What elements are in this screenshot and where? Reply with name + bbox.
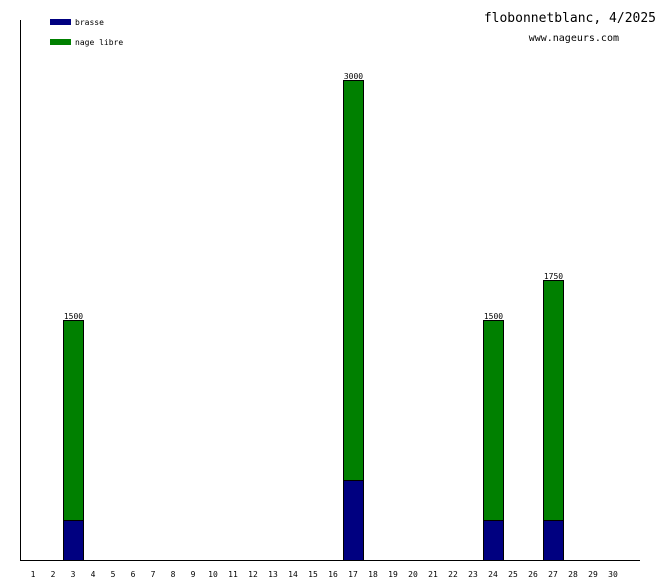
x-tick-label-2: 2	[51, 570, 56, 579]
bar-nage-libre-17	[343, 80, 364, 481]
bar-nage-libre-27	[543, 280, 564, 521]
x-tick-labels: 1 2 3 4 5 6 7 8 9 10 11 12 13 14 15 16 17 18 19 20 21 22 23 24 2…	[31, 570, 618, 579]
x-tick-label-7: 7	[151, 570, 156, 579]
x-tick-label-21: 21	[428, 570, 438, 579]
bar-brasse-27	[543, 520, 564, 561]
x-tick-label-29: 29	[588, 570, 598, 579]
x-tick-label-13: 13	[268, 570, 278, 579]
x-tick-label-23: 23	[468, 570, 478, 579]
bar-brasse-17	[343, 480, 364, 561]
x-tick-label-28: 28	[568, 570, 578, 579]
x-tick-label-11: 11	[228, 570, 238, 579]
x-tick-label-8: 8	[171, 570, 176, 579]
legend-label-nage-libre: nage libre	[75, 38, 123, 47]
bar-nage-libre-3	[63, 320, 84, 521]
legend-label-brasse: brasse	[75, 18, 104, 27]
legend: brasse nage libre	[50, 18, 123, 47]
value-label-17: 3000	[344, 72, 363, 81]
value-labels: 1500 3000 1500 1750	[64, 72, 563, 321]
x-tick-label-24: 24	[488, 570, 498, 579]
axes	[20, 20, 640, 561]
bar-brasse-3	[63, 520, 84, 561]
chart-subtitle: www.nageurs.com	[529, 33, 619, 44]
x-tick-label-9: 9	[191, 570, 196, 579]
x-tick-label-27: 27	[548, 570, 558, 579]
x-tick-label-15: 15	[308, 570, 318, 579]
value-label-24: 1500	[484, 312, 503, 321]
bar-brasse-24	[483, 520, 504, 561]
x-tick-label-12: 12	[248, 570, 258, 579]
legend-swatch-brasse	[50, 19, 71, 25]
x-tick-label-3: 3	[71, 570, 76, 579]
value-label-3: 1500	[64, 312, 83, 321]
x-tick-label-19: 19	[388, 570, 398, 579]
x-tick-label-1: 1	[31, 570, 36, 579]
x-tick-label-5: 5	[111, 570, 116, 579]
bars	[63, 80, 564, 561]
x-tick-label-4: 4	[91, 570, 96, 579]
x-tick-label-6: 6	[131, 570, 136, 579]
x-tick-label-10: 10	[208, 570, 218, 579]
value-label-27: 1750	[544, 272, 563, 281]
bar-nage-libre-24	[483, 320, 504, 521]
x-tick-label-20: 20	[408, 570, 418, 579]
chart-title: flobonnetblanc, 4/2025	[484, 11, 656, 26]
legend-swatch-nage-libre	[50, 39, 71, 45]
x-tick-label-25: 25	[508, 570, 518, 579]
x-tick-label-30: 30	[608, 570, 618, 579]
x-tick-label-16: 16	[328, 570, 338, 579]
x-tick-label-14: 14	[288, 570, 298, 579]
x-tick-label-22: 22	[448, 570, 458, 579]
x-tick-label-17: 17	[348, 570, 358, 579]
x-tick-label-26: 26	[528, 570, 538, 579]
x-tick-label-18: 18	[368, 570, 378, 579]
